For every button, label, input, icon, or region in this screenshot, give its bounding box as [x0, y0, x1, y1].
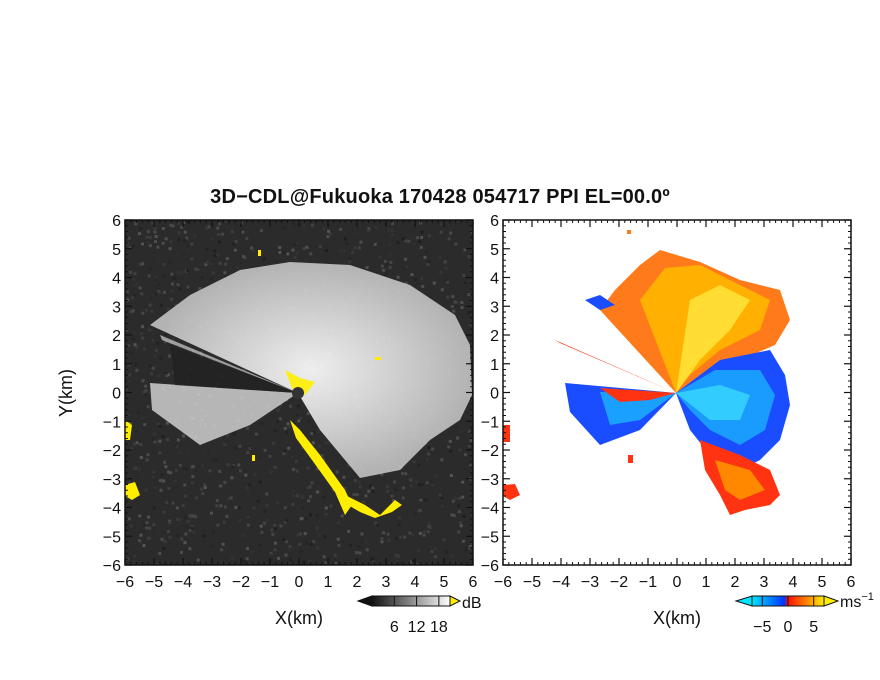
- reflectivity-colorbar: 6 12 18 dB: [356, 595, 482, 636]
- velocity-x-tick-label: −5: [523, 574, 541, 591]
- velocity-x-tick-label: 2: [731, 574, 740, 591]
- reflectivity-colorbar-tick-label: 18: [430, 619, 448, 636]
- reflectivity-colorbar-ticks: 6 12 18: [390, 596, 448, 636]
- reflectivity-y-tick-label: 0: [112, 386, 121, 403]
- reflectivity-x-tick-label: 3: [382, 574, 391, 591]
- reflectivity-colorbar-tick-label: 12: [408, 619, 426, 636]
- reflectivity-x-tick-label: 4: [411, 574, 420, 591]
- reflectivity-x-tick-label: 0: [295, 574, 304, 591]
- reflectivity-colorbar-tick-label: 6: [390, 619, 399, 636]
- reflectivity-x-tick-label: 5: [440, 574, 449, 591]
- reflectivity-y-tick-label: 6: [112, 213, 121, 230]
- reflectivity-x-tick-label: −4: [174, 574, 192, 591]
- reflectivity-echo: [125, 250, 472, 518]
- reflectivity-x-tick-label: −2: [232, 574, 250, 591]
- velocity-x-tick-label: −3: [581, 574, 599, 591]
- velocity-panel: [502, 219, 852, 566]
- reflectivity-x-tick-label: 2: [353, 574, 362, 591]
- velocity-x-tick-label: 6: [847, 574, 856, 591]
- reflectivity-colorbar-unit: dB: [462, 595, 482, 612]
- reflectivity-x-tick-label: −3: [203, 574, 221, 591]
- reflectivity-y-tick-label: 3: [112, 299, 121, 316]
- velocity-x-tick-label: −2: [610, 574, 628, 591]
- velocity-colorbar-tick-label: 5: [809, 619, 818, 636]
- velocity-y-tick-label: 5: [490, 242, 499, 259]
- reflectivity-axes: −6 −5 −4 −3 −2 −1 0 1 2 3 4 5 6 6 5 4 3 2 1 0 −1 −2 −3 −4 −5 −6: [103, 213, 478, 591]
- velocity-y-tick-label: −2: [481, 443, 499, 460]
- reflectivity-y-tick-label: −2: [103, 443, 121, 460]
- velocity-y-tick-label: 0: [490, 386, 499, 403]
- velocity-x-tick-label: −4: [552, 574, 570, 591]
- velocity-y-tick-label: 4: [490, 271, 499, 288]
- velocity-x-tick-label: 4: [789, 574, 798, 591]
- reflectivity-y-axis-label: Y(km): [56, 369, 76, 417]
- velocity-x-axis-label: X(km): [653, 608, 701, 628]
- velocity-colorbar-tick-label: −5: [753, 619, 771, 636]
- reflectivity-y-tick-label: 4: [112, 271, 121, 288]
- velocity-echo: [503, 230, 790, 515]
- velocity-y-tick-label: −1: [481, 414, 499, 431]
- reflectivity-y-tick-label: −5: [103, 529, 121, 546]
- velocity-y-tick-label: 1: [490, 357, 499, 374]
- reflectivity-x-tick-label: −6: [116, 574, 134, 591]
- velocity-y-tick-label: 2: [490, 328, 499, 345]
- velocity-x-tick-label: 1: [702, 574, 711, 591]
- velocity-y-tick-label: −5: [481, 529, 499, 546]
- chart-title: 3D−CDL@Fukuoka 170428 054717 PPI EL=00.0…: [210, 186, 670, 208]
- velocity-x-tick-label: 5: [818, 574, 827, 591]
- velocity-x-tick-label: −6: [494, 574, 512, 591]
- velocity-x-tick-label: −1: [639, 574, 657, 591]
- velocity-y-tick-label: −4: [481, 501, 499, 518]
- velocity-axes: −6 −5 −4 −3 −2 −1 0 1 2 3 4 5 6 6 5 4 3 2 1 0 −1 −2 −3 −4 −5 −6: [481, 213, 856, 591]
- reflectivity-y-tick-label: 2: [112, 328, 121, 345]
- velocity-x-tick-label: 3: [760, 574, 769, 591]
- velocity-y-tick-label: −6: [481, 558, 499, 575]
- reflectivity-y-tick-label: 5: [112, 242, 121, 259]
- reflectivity-x-axis-label: X(km): [275, 608, 323, 628]
- velocity-x-tick-label: 0: [673, 574, 682, 591]
- reflectivity-x-tick-label: 1: [324, 574, 333, 591]
- reflectivity-y-tick-label: −4: [103, 501, 121, 518]
- velocity-colorbar-tick-label: 0: [784, 619, 793, 636]
- reflectivity-y-tick-label: −1: [103, 414, 121, 431]
- reflectivity-x-tick-label: −5: [145, 574, 163, 591]
- reflectivity-panel: [124, 219, 474, 566]
- velocity-y-tick-label: −3: [481, 472, 499, 489]
- velocity-colorbar: −5 0 5 ms−1: [734, 591, 874, 636]
- reflectivity-x-tick-label: −1: [261, 574, 279, 591]
- reflectivity-y-tick-label: 1: [112, 357, 121, 374]
- reflectivity-y-tick-label: −3: [103, 472, 121, 489]
- reflectivity-y-tick-label: −6: [103, 558, 121, 575]
- reflectivity-x-tick-label: 6: [469, 574, 478, 591]
- velocity-y-tick-label: 6: [490, 213, 499, 230]
- velocity-colorbar-unit: ms−1: [840, 591, 874, 611]
- velocity-colorbar-ticks: −5 0 5: [753, 596, 818, 636]
- velocity-y-tick-label: 3: [490, 299, 499, 316]
